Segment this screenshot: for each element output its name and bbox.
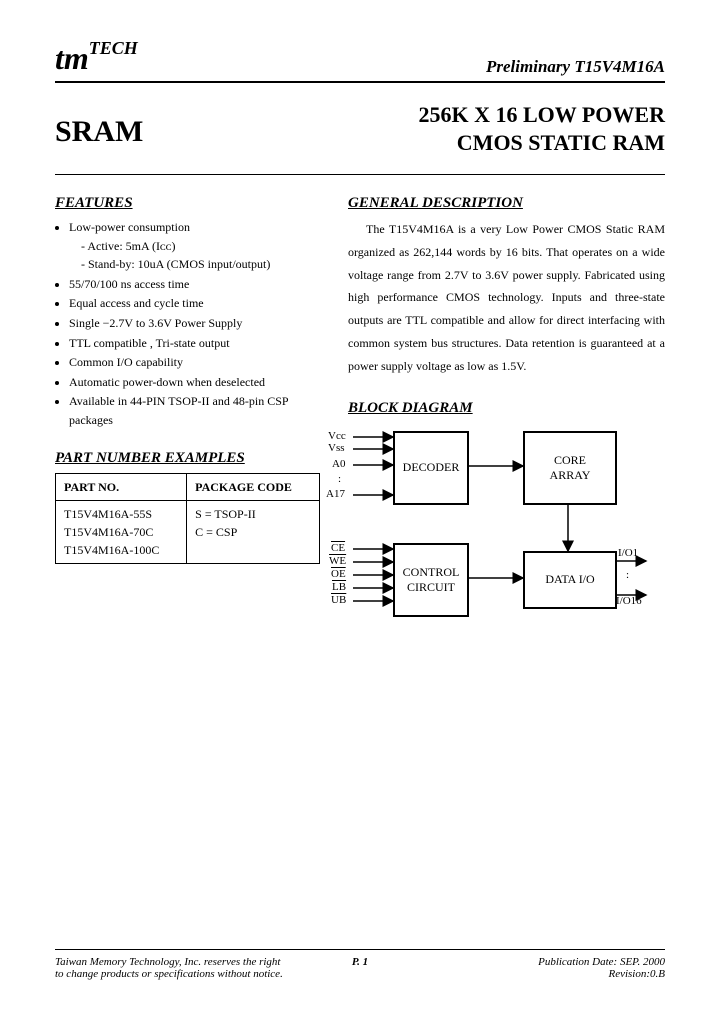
sram-title: SRAM	[55, 115, 143, 149]
header-rule	[55, 81, 665, 83]
pin-label: UB	[331, 594, 346, 606]
table-header: PART NO.	[56, 473, 187, 500]
table-row: T15V4M16A-55S T15V4M16A-70C T15V4M16A-10…	[56, 500, 320, 563]
footer-left: Taiwan Memory Technology, Inc. reserves …	[55, 956, 330, 980]
pin-label: CE	[331, 542, 345, 554]
decoder-box: DECODER	[393, 431, 469, 505]
feature-item: Automatic power-down when deselected	[69, 373, 320, 392]
feature-item: Common I/O capability	[69, 353, 320, 372]
footer-page: P. 1	[330, 956, 390, 980]
left-column: FEATURES Low-power consumption - Active:…	[55, 195, 320, 643]
features-list: Low-power consumption - Active: 5mA (Iᴄᴄ…	[55, 218, 320, 430]
feature-item: TTL compatible , Tri-state output	[69, 334, 320, 353]
main-title-line2: CMOS STATIC RAM	[418, 129, 665, 157]
header-row: tmTECH Preliminary T15V4M16A	[55, 40, 665, 77]
part-heading: PART NUMBER EXAMPLES	[55, 450, 320, 467]
general-heading: GENERAL DESCRIPTION	[348, 195, 665, 212]
logo: tmTECH	[55, 40, 138, 77]
pin-label: A17	[326, 488, 345, 500]
table-cell: T15V4M16A-55S T15V4M16A-70C T15V4M16A-10…	[56, 500, 187, 563]
block-diagram: Vcc Vss A0 : A17 CE WE OE LB UB I/O1 : I…	[348, 423, 648, 643]
feature-text: Low-power consumption	[69, 220, 190, 234]
footer-rule	[55, 949, 665, 950]
pin-label: A0	[332, 458, 345, 470]
feature-item: Low-power consumption - Active: 5mA (Iᴄᴄ…	[69, 218, 320, 274]
pin-label: :	[626, 569, 629, 581]
pin-label: Vcc	[328, 430, 346, 442]
feature-sub: - Stand-by: 10uA (CMOS input/output)	[81, 255, 320, 274]
pin-label: I/O16	[616, 595, 642, 607]
table-cell: S = TSOP-II C = CSP	[187, 500, 320, 563]
pin-label: WE	[329, 555, 346, 567]
footer-text: Taiwan Memory Technology, Inc. reserves …	[55, 956, 330, 968]
core-array-box: CORE ARRAY	[523, 431, 617, 505]
footer-text: to change products or specifications wit…	[55, 968, 330, 980]
preliminary-label: Preliminary T15V4M16A	[486, 57, 665, 77]
title-rule	[55, 174, 665, 175]
title-row: SRAM 256K X 16 LOW POWER CMOS STATIC RAM	[55, 101, 665, 156]
part-number-table: PART NO. PACKAGE CODE T15V4M16A-55S T15V…	[55, 473, 320, 564]
data-io-box: DATA I/O	[523, 551, 617, 609]
feature-item: 55/70/100 ns access time	[69, 275, 320, 294]
footer-text: Revision:0.B	[390, 968, 665, 980]
footer-row: Taiwan Memory Technology, Inc. reserves …	[55, 956, 665, 980]
general-description: The T15V4M16A is a very Low Power CMOS S…	[348, 218, 665, 378]
footer-text: Publication Date: SEP. 2000	[390, 956, 665, 968]
datasheet-page: tmTECH Preliminary T15V4M16A SRAM 256K X…	[0, 0, 720, 1012]
block-heading: BLOCK DIAGRAM	[348, 400, 665, 417]
pin-label: Vss	[328, 442, 345, 454]
pin-label: OE	[331, 568, 346, 580]
feature-item: Single −2.7V to 3.6V Power Supply	[69, 314, 320, 333]
pin-label: I/O1	[618, 547, 638, 559]
footer-right: Publication Date: SEP. 2000 Revision:0.B	[390, 956, 665, 980]
table-header: PACKAGE CODE	[187, 473, 320, 500]
logo-main: tm	[55, 40, 89, 76]
main-title: 256K X 16 LOW POWER CMOS STATIC RAM	[418, 101, 665, 156]
pin-label: :	[338, 473, 341, 485]
logo-sub: TECH	[89, 38, 138, 58]
feature-item: Equal access and cycle time	[69, 294, 320, 313]
page-footer: Taiwan Memory Technology, Inc. reserves …	[55, 949, 665, 980]
control-circuit-box: CONTROL CIRCUIT	[393, 543, 469, 617]
table-row: PART NO. PACKAGE CODE	[56, 473, 320, 500]
pin-label: LB	[332, 581, 346, 593]
main-title-line1: 256K X 16 LOW POWER	[418, 101, 665, 129]
feature-sub: - Active: 5mA (Iᴄᴄ)	[81, 237, 320, 256]
content-columns: FEATURES Low-power consumption - Active:…	[55, 195, 665, 643]
feature-item: Available in 44-PIN TSOP-II and 48-pin C…	[69, 392, 320, 429]
features-heading: FEATURES	[55, 195, 320, 212]
right-column: GENERAL DESCRIPTION The T15V4M16A is a v…	[348, 195, 665, 643]
